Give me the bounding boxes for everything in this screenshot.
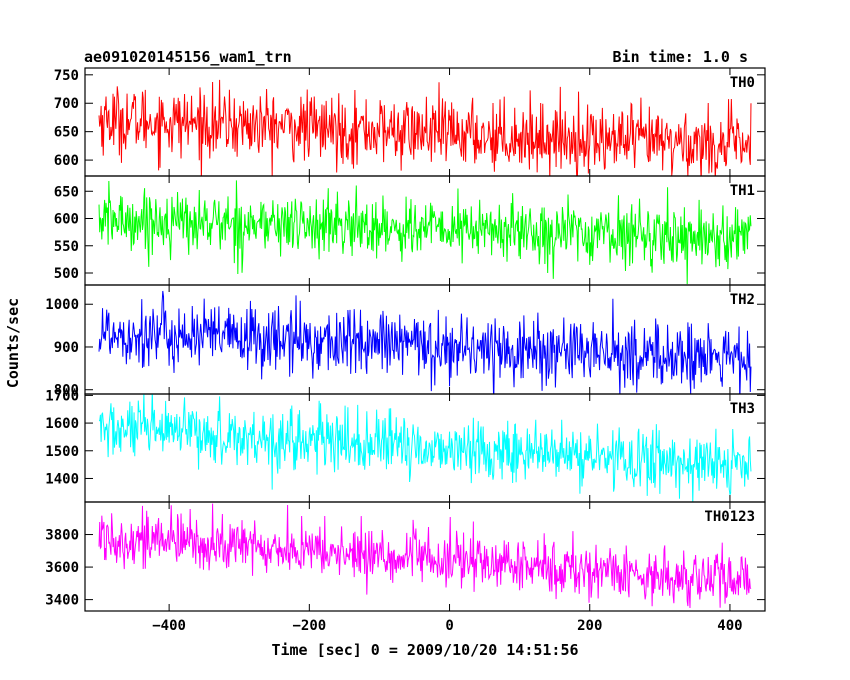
y-tick-label: 650 <box>54 184 79 200</box>
y-tick-label: 3600 <box>45 560 79 576</box>
y-tick-label: 1600 <box>45 416 79 432</box>
panel-th1: 500 550 600 650 TH1 <box>54 175 766 286</box>
panel-label: TH1 <box>730 183 755 199</box>
x-tick-label: 400 <box>717 618 742 634</box>
y-tick-label: 600 <box>54 212 79 228</box>
y-tick-label: 1000 <box>45 297 79 313</box>
y-tick-label: 750 <box>54 68 79 84</box>
y-tick-label: 3400 <box>45 593 79 609</box>
y-tick-label: 1700 <box>45 388 79 404</box>
y-tick-label: 800 <box>54 383 79 399</box>
panel-th0123: 3400 3600 3800 TH0123 <box>45 501 766 612</box>
series-line-th2 <box>98 290 752 394</box>
y-tick-label: 500 <box>54 266 79 282</box>
panel-th2: 800 900 1000 TH2 <box>45 284 766 399</box>
y-tick-label: 550 <box>54 239 79 255</box>
x-axis-label: Time [sec] 0 = 2009/10/20 14:51:56 <box>271 641 578 659</box>
observation-title: ae091020145156_wam1_trn <box>84 48 292 66</box>
y-tick-label: 700 <box>54 96 79 112</box>
series-line-th0 <box>98 79 752 176</box>
panel-label: TH2 <box>730 292 755 308</box>
series-line-th3 <box>98 394 752 502</box>
panel-th0: 600 650 700 750 TH0 <box>54 67 766 177</box>
panel-th3: 1400 1500 1600 1700 TH3 <box>45 388 766 503</box>
x-axis: −400 −200 0 200 400 <box>152 618 742 634</box>
x-tick-label: −400 <box>152 618 186 634</box>
y-tick-label: 900 <box>54 340 79 356</box>
y-tick-label: 3800 <box>45 528 79 544</box>
panel-label: TH0 <box>730 75 755 91</box>
x-tick-label: 200 <box>577 618 602 634</box>
y-tick-label: 1500 <box>45 444 79 460</box>
series-line-th1 <box>98 180 752 285</box>
panel-label: TH0123 <box>704 509 755 525</box>
series-line-th0123 <box>98 503 752 609</box>
panels-group: 600 650 700 750 TH0 500 550 600 650 TH1 800 900 1000… <box>45 67 766 612</box>
panel-label: TH3 <box>730 401 755 417</box>
panel-frame <box>84 393 766 503</box>
y-tick-label: 650 <box>54 125 79 141</box>
x-tick-label: −200 <box>292 618 326 634</box>
panel-frame <box>84 501 766 612</box>
bin-time-label: Bin time: 1.0 s <box>613 48 748 66</box>
x-tick-label: 0 <box>445 618 453 634</box>
y-tick-label: 600 <box>54 153 79 169</box>
y-tick-label: 1400 <box>45 471 79 487</box>
y-axis-label: Counts/sec <box>4 298 22 388</box>
